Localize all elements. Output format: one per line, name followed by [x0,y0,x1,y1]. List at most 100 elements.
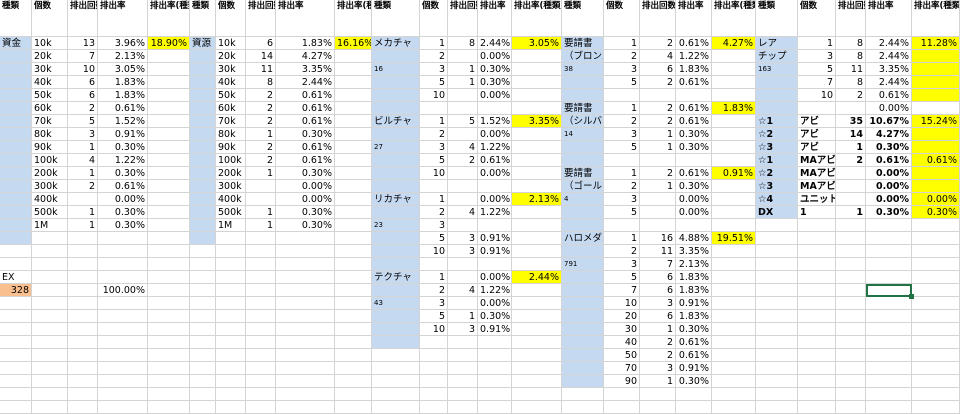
blank-cell[interactable] [0,401,32,414]
rate-total-cell[interactable]: 0.00% [912,193,960,206]
blank-cell[interactable] [712,154,756,167]
blank-cell[interactable] [0,388,32,401]
rank-cell[interactable]: DX [756,206,798,219]
blank-cell[interactable] [712,336,756,349]
category-cell[interactable] [372,102,420,115]
rate-total-cell[interactable]: 2.13% [512,193,562,206]
blank-cell[interactable] [512,154,562,167]
value-cell[interactable]: 0.30% [276,219,335,232]
blank-cell[interactable] [712,180,756,193]
blank-cell[interactable] [640,89,676,102]
blank-cell[interactable] [756,297,798,310]
value-cell[interactable]: 5 [798,63,836,76]
blank-cell[interactable] [190,375,216,388]
value-cell[interactable]: 1 [448,310,478,323]
blank-cell[interactable] [216,232,246,245]
blank-cell[interactable] [756,375,798,388]
blank-cell[interactable] [335,102,372,115]
blank-cell[interactable] [148,284,190,297]
blank-cell[interactable] [512,50,562,63]
blank-cell[interactable] [335,167,372,180]
blank-cell[interactable] [512,232,562,245]
rank-cell[interactable]: ☆1 [756,115,798,128]
category-cell[interactable] [562,89,604,102]
blank-cell[interactable] [372,388,420,401]
blank-cell[interactable] [836,375,866,388]
category-cell[interactable] [562,206,604,219]
blank-cell[interactable] [32,349,68,362]
blank-cell[interactable] [640,219,676,232]
value-cell[interactable]: 0.00% [478,297,512,310]
value-cell[interactable]: 6 [640,271,676,284]
blank-cell[interactable] [335,271,372,284]
blank-cell[interactable] [148,76,190,89]
column-header[interactable]: 排出率 [276,0,335,37]
column-header[interactable]: 種類 [0,0,32,37]
value-cell[interactable]: 1.83% [98,76,148,89]
blank-cell[interactable] [246,284,276,297]
blank-cell[interactable] [335,336,372,349]
ex-count-cell[interactable]: 328 [0,284,32,297]
blank-cell[interactable] [448,336,478,349]
blank-cell[interactable] [335,128,372,141]
value-cell[interactable]: 40k [32,76,68,89]
value-cell[interactable]: 1.83% [676,63,712,76]
blank-cell[interactable] [420,375,448,388]
value-cell[interactable]: 3.05% [98,63,148,76]
blank-cell[interactable] [866,245,912,258]
category-cell[interactable]: 要請書 [562,102,604,115]
category-cell[interactable]: 要請書 [562,37,604,50]
value-cell[interactable]: 2 [420,50,448,63]
blank-cell[interactable] [420,388,448,401]
blank-cell[interactable] [912,349,960,362]
blank-cell[interactable] [190,297,216,310]
blank-cell[interactable] [836,362,866,375]
blank-cell[interactable] [148,115,190,128]
blank-cell[interactable] [912,388,960,401]
value-cell[interactable]: 10 [798,89,836,102]
value-cell[interactable]: 6 [640,310,676,323]
value-cell[interactable]: 0.30% [276,167,335,180]
blank-cell[interactable] [420,180,448,193]
blank-cell[interactable] [712,388,756,401]
category-cell[interactable] [0,180,32,193]
ex-label-cell[interactable]: EX [0,271,32,284]
value-cell[interactable]: 90 [604,375,640,388]
value-cell[interactable]: 13 [68,37,98,50]
value-cell[interactable]: 0.00% [478,193,512,206]
category-cell[interactable] [562,375,604,388]
category-cell[interactable]: 163 [756,63,798,76]
blank-cell[interactable] [478,349,512,362]
blank-cell[interactable] [276,323,335,336]
blank-cell[interactable] [148,167,190,180]
category-cell[interactable] [0,50,32,63]
rate-total-cell[interactable]: 4.27% [712,37,756,50]
category-cell[interactable] [372,245,420,258]
value-cell[interactable]: 1.22% [478,206,512,219]
blank-cell[interactable] [335,180,372,193]
blank-cell[interactable] [190,388,216,401]
blank-cell[interactable] [756,284,798,297]
blank-cell[interactable] [798,284,836,297]
blank-cell[interactable] [512,219,562,232]
value-cell[interactable]: 11 [246,63,276,76]
blank-cell[interactable] [276,284,335,297]
column-header[interactable]: 排出回数 [836,0,866,37]
blank-cell[interactable] [836,284,866,297]
value-cell[interactable]: 300k [216,180,246,193]
value-cell[interactable]: 1 [640,128,676,141]
blank-cell[interactable] [68,375,98,388]
category-cell[interactable] [562,284,604,297]
blank-cell[interactable] [836,323,866,336]
blank-cell[interactable] [712,401,756,414]
category-cell[interactable]: 791 [562,258,604,271]
blank-cell[interactable] [148,141,190,154]
blank-cell[interactable] [836,297,866,310]
column-header[interactable]: 排出率 [676,0,712,37]
blank-cell[interactable] [98,349,148,362]
blank-cell[interactable] [216,258,246,271]
blank-cell[interactable] [246,297,276,310]
blank-cell[interactable] [0,258,32,271]
blank-cell[interactable] [836,245,866,258]
value-cell[interactable]: 16 [640,232,676,245]
